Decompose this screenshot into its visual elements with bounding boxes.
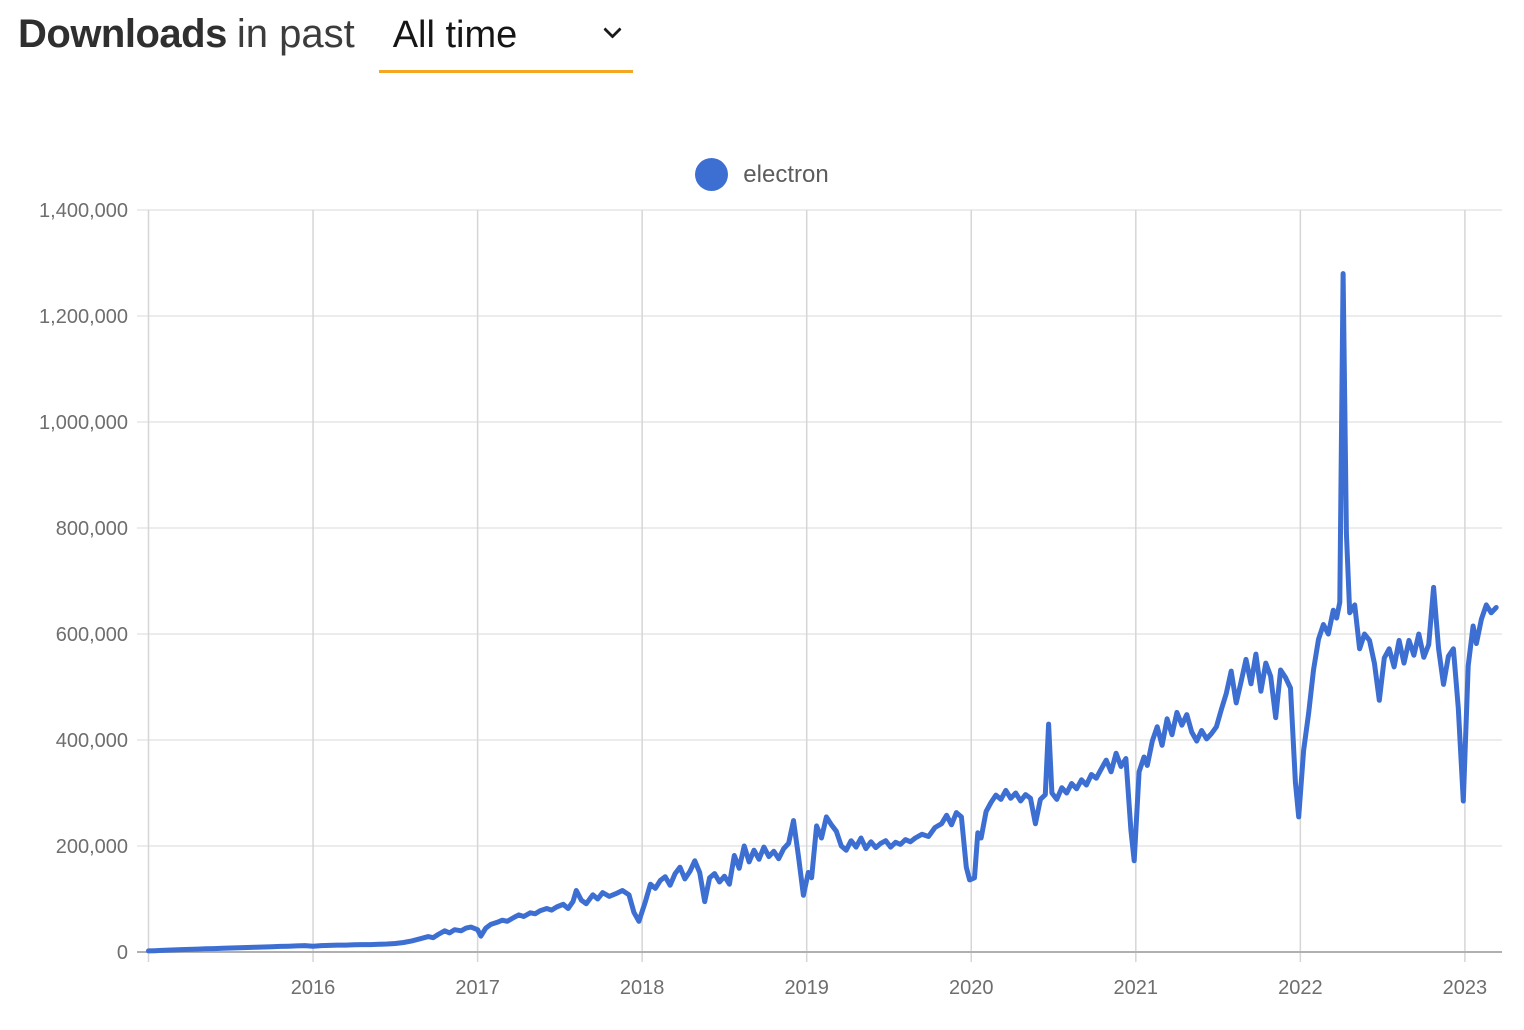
- x-axis-tick-label: 2019: [784, 977, 829, 999]
- x-axis-tick-label: 2022: [1278, 977, 1323, 999]
- y-axis-tick-label: 0: [117, 942, 128, 964]
- legend-item-electron[interactable]: electron: [695, 158, 829, 191]
- y-axis-tick-label: 200,000: [56, 836, 128, 858]
- x-axis-tick-label: 2018: [620, 977, 665, 999]
- y-axis-tick-label: 800,000: [56, 518, 128, 540]
- time-range-select[interactable]: All time: [378, 14, 633, 73]
- title-downloads: Downloads: [18, 12, 227, 56]
- x-axis-tick-label: 2023: [1443, 977, 1488, 999]
- y-axis-tick-label: 400,000: [56, 730, 128, 752]
- chart-legend: electron: [0, 158, 1524, 191]
- series-line-electron: [146, 271, 1499, 954]
- page-title: Downloads in past All time: [18, 12, 633, 73]
- time-range-value: All time: [392, 14, 518, 56]
- y-axis-tick-label: 1,000,000: [39, 412, 128, 434]
- y-axis-tick-label: 1,400,000: [39, 200, 128, 222]
- legend-dot-electron: [695, 158, 729, 191]
- x-axis-tick-label: 2020: [949, 977, 994, 999]
- legend-label-electron: electron: [743, 160, 829, 188]
- x-axis-tick-label: 2017: [455, 977, 500, 999]
- x-axis-tick-label: 2016: [291, 977, 336, 999]
- x-axis-tick-label: 2021: [1114, 977, 1159, 999]
- title-in-past: in past: [236, 12, 355, 56]
- y-axis-tick-label: 1,200,000: [39, 306, 128, 328]
- y-axis-tick-label: 600,000: [56, 624, 128, 646]
